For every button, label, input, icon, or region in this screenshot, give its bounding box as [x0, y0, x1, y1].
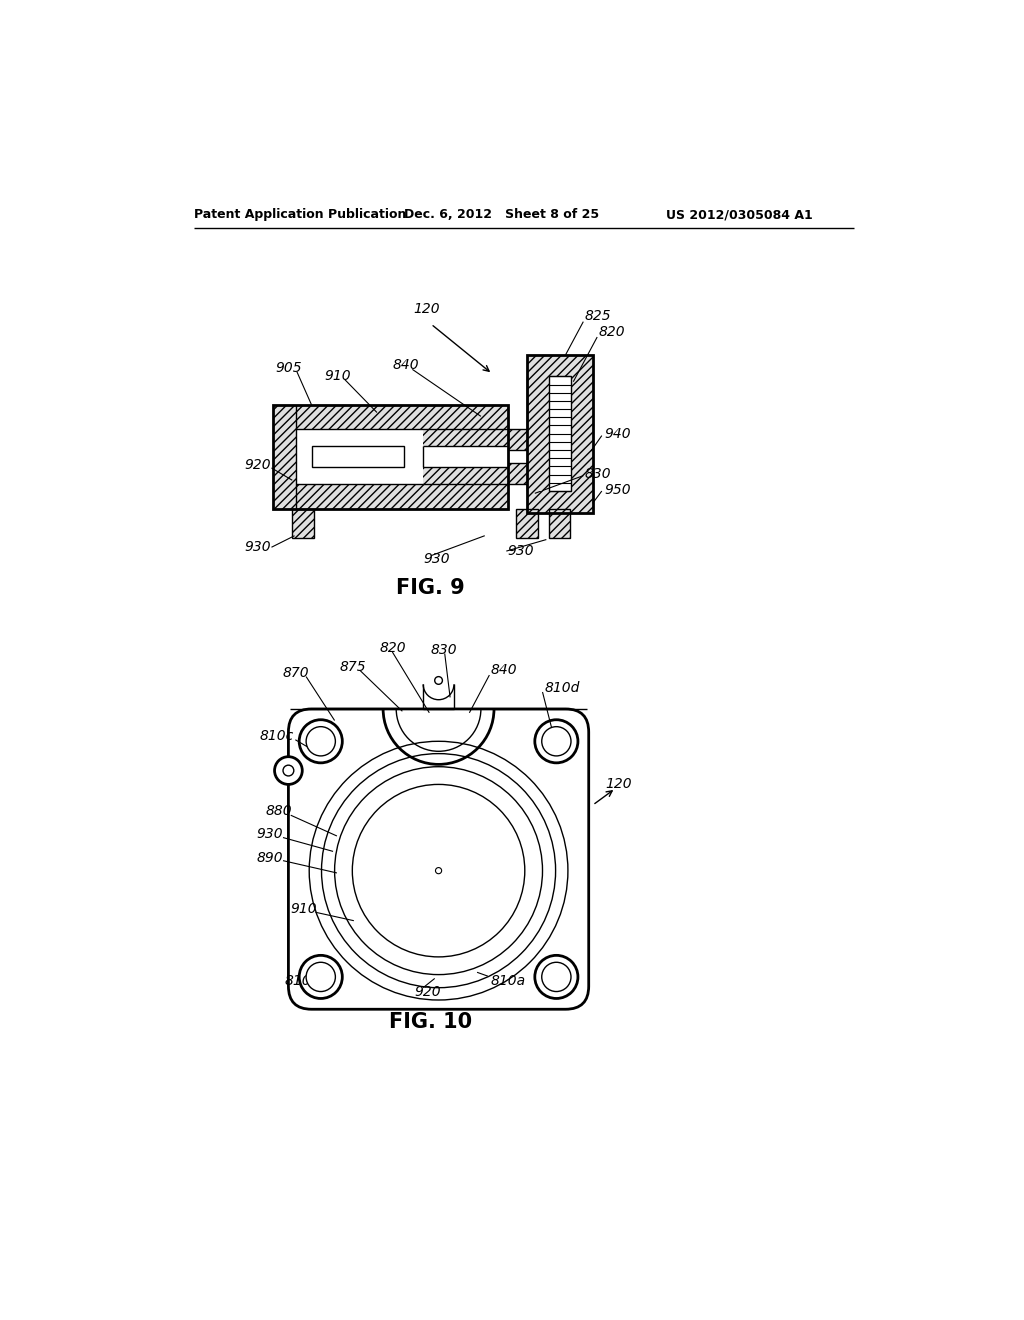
Bar [273, 405, 508, 429]
Text: 810c: 810c [260, 729, 294, 743]
Bar [527, 482, 543, 491]
Text: US 2012/0305084 A1: US 2012/0305084 A1 [666, 209, 812, 222]
Bar [508, 429, 527, 450]
Text: 930: 930 [256, 828, 283, 841]
Text: 120: 120 [414, 301, 440, 315]
Text: 810a: 810a [490, 974, 526, 987]
Bar [423, 467, 531, 484]
Text: 810b: 810b [285, 974, 319, 987]
Bar [508, 463, 527, 484]
Text: Patent Application Publication: Patent Application Publication [195, 209, 407, 222]
Circle shape [299, 719, 342, 763]
Bar [578, 482, 593, 491]
Text: FIG. 9: FIG. 9 [396, 578, 465, 598]
Text: 820: 820 [379, 642, 406, 655]
Text: 870: 870 [283, 665, 309, 680]
Bar [549, 376, 571, 491]
Text: 905: 905 [275, 360, 302, 375]
Circle shape [535, 719, 578, 763]
Circle shape [299, 956, 342, 998]
Text: Dec. 6, 2012   Sheet 8 of 25: Dec. 6, 2012 Sheet 8 of 25 [403, 209, 599, 222]
Circle shape [542, 726, 571, 756]
Text: 120: 120 [605, 776, 632, 791]
Text: 910: 910 [290, 902, 316, 916]
Text: 890: 890 [256, 850, 283, 865]
Circle shape [306, 962, 336, 991]
Text: 820: 820 [599, 325, 626, 339]
Circle shape [283, 766, 294, 776]
Circle shape [322, 754, 556, 987]
Text: 930: 930 [423, 552, 450, 566]
Text: 920: 920 [414, 985, 440, 998]
Text: FIG. 10: FIG. 10 [389, 1012, 472, 1032]
Circle shape [542, 962, 571, 991]
Text: 810d: 810d [545, 681, 581, 696]
Bar [549, 376, 571, 491]
Circle shape [306, 726, 336, 756]
Bar [527, 355, 593, 512]
Circle shape [535, 956, 578, 998]
Text: 875: 875 [340, 660, 367, 673]
Circle shape [435, 867, 441, 874]
Circle shape [352, 784, 524, 957]
Bar [292, 508, 313, 539]
Bar [527, 355, 593, 512]
Text: 910: 910 [325, 368, 351, 383]
Text: 920: 920 [245, 458, 271, 471]
Text: 830: 830 [431, 643, 458, 656]
Bar [508, 450, 527, 463]
Text: 825: 825 [585, 309, 611, 323]
Bar [423, 446, 484, 467]
Text: 940: 940 [604, 428, 631, 441]
Bar [273, 405, 508, 508]
Text: 950: 950 [604, 483, 631, 496]
Bar [273, 405, 296, 508]
Text: 840: 840 [392, 358, 419, 372]
Circle shape [435, 677, 442, 684]
FancyBboxPatch shape [289, 709, 589, 1010]
Text: 930: 930 [508, 544, 535, 558]
Text: 930: 930 [245, 540, 271, 554]
Bar [273, 484, 508, 508]
Text: 830: 830 [585, 467, 611, 480]
Text: 840: 840 [490, 664, 517, 677]
Circle shape [274, 756, 302, 784]
Text: 880: 880 [265, 804, 292, 818]
Bar [549, 508, 570, 539]
Circle shape [309, 742, 568, 1001]
Bar [516, 508, 538, 539]
Bar [296, 429, 423, 484]
Bar [423, 429, 531, 446]
Bar [311, 446, 403, 467]
Circle shape [335, 767, 543, 974]
